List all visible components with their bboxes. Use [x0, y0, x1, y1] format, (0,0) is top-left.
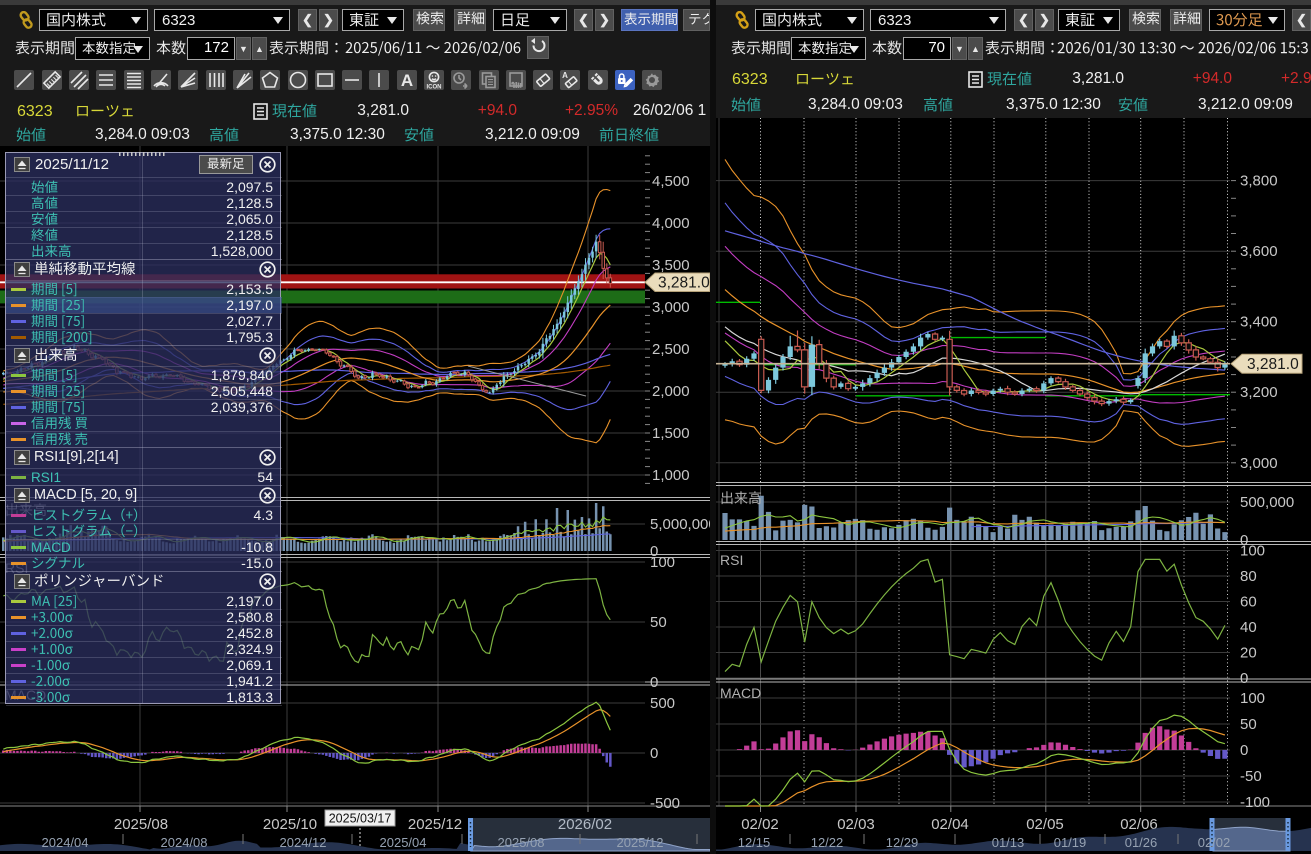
svg-text:01/26: 01/26	[1125, 835, 1158, 850]
svg-text:2025/04: 2025/04	[380, 835, 427, 850]
svg-text:4,000: 4,000	[652, 215, 690, 232]
svg-text:0: 0	[1240, 670, 1248, 687]
svg-text:02/02: 02/02	[1198, 835, 1231, 850]
svg-text:50: 50	[650, 614, 667, 631]
svg-text:MACD: MACD	[720, 685, 761, 701]
svg-text:02/06: 02/06	[1120, 816, 1158, 833]
svg-text:100: 100	[1240, 543, 1265, 560]
svg-text:2025/08: 2025/08	[498, 835, 545, 850]
svg-text:RSI: RSI	[720, 552, 743, 568]
svg-text:3,281.0: 3,281.0	[1247, 356, 1299, 373]
svg-text:20: 20	[1240, 645, 1257, 662]
svg-text:2024/12: 2024/12	[280, 835, 327, 850]
svg-text:2025/12: 2025/12	[617, 835, 664, 850]
svg-text:A: A	[562, 71, 568, 80]
svg-text:60: 60	[1240, 594, 1257, 611]
svg-text:3,600: 3,600	[1240, 243, 1278, 260]
svg-text:5,000,000: 5,000,000	[650, 516, 717, 533]
svg-text:3,800: 3,800	[1240, 173, 1278, 190]
svg-text:1,000: 1,000	[652, 467, 690, 484]
svg-text:3,500: 3,500	[652, 257, 690, 274]
svg-text:A: A	[401, 71, 413, 90]
svg-text:-50: -50	[1240, 768, 1262, 785]
svg-text:0: 0	[650, 745, 658, 762]
svg-text:-500: -500	[650, 795, 680, 812]
svg-text:3,281.0: 3,281.0	[658, 275, 710, 292]
svg-text:100: 100	[650, 554, 675, 571]
svg-text:3,200: 3,200	[1240, 384, 1278, 401]
svg-text:500,000: 500,000	[1240, 494, 1294, 511]
svg-text:02/03: 02/03	[837, 816, 875, 833]
svg-text:2024/04: 2024/04	[42, 835, 89, 850]
svg-text:12/15: 12/15	[738, 835, 771, 850]
svg-text:12/22: 12/22	[811, 835, 844, 850]
svg-text:02/02: 02/02	[741, 816, 779, 833]
svg-text:0: 0	[650, 674, 658, 691]
svg-text:3,000: 3,000	[1240, 455, 1278, 472]
svg-text:50: 50	[1240, 716, 1257, 733]
svg-text:02/04: 02/04	[931, 816, 969, 833]
svg-text:01/19: 01/19	[1054, 835, 1087, 850]
svg-text:0: 0	[1240, 742, 1248, 759]
svg-text:2025/03/17: 2025/03/17	[329, 812, 392, 826]
svg-text:2025/10: 2025/10	[263, 816, 317, 833]
svg-text:3,000: 3,000	[652, 299, 690, 316]
svg-text:1,500: 1,500	[652, 425, 690, 442]
svg-text:2024/08: 2024/08	[161, 835, 208, 850]
svg-text:0: 0	[650, 543, 658, 560]
svg-text:ICON: ICON	[427, 85, 442, 91]
svg-text:2026/02: 2026/02	[558, 816, 612, 833]
svg-text:12/29: 12/29	[886, 835, 919, 850]
svg-text:2025/08: 2025/08	[114, 816, 168, 833]
svg-text:2,500: 2,500	[652, 341, 690, 358]
svg-text:0: 0	[1240, 532, 1248, 549]
svg-text:3,400: 3,400	[1240, 314, 1278, 331]
svg-text:01/13: 01/13	[992, 835, 1025, 850]
svg-text:40: 40	[1240, 619, 1257, 636]
svg-text:2025/12: 2025/12	[408, 816, 462, 833]
svg-text:-100: -100	[1240, 794, 1270, 811]
svg-text:02/05: 02/05	[1026, 816, 1064, 833]
svg-text:100: 100	[1240, 690, 1265, 707]
svg-text:80: 80	[1240, 568, 1257, 585]
svg-text:500: 500	[650, 695, 675, 712]
svg-text:2,000: 2,000	[652, 383, 690, 400]
svg-text:4,500: 4,500	[652, 173, 690, 190]
